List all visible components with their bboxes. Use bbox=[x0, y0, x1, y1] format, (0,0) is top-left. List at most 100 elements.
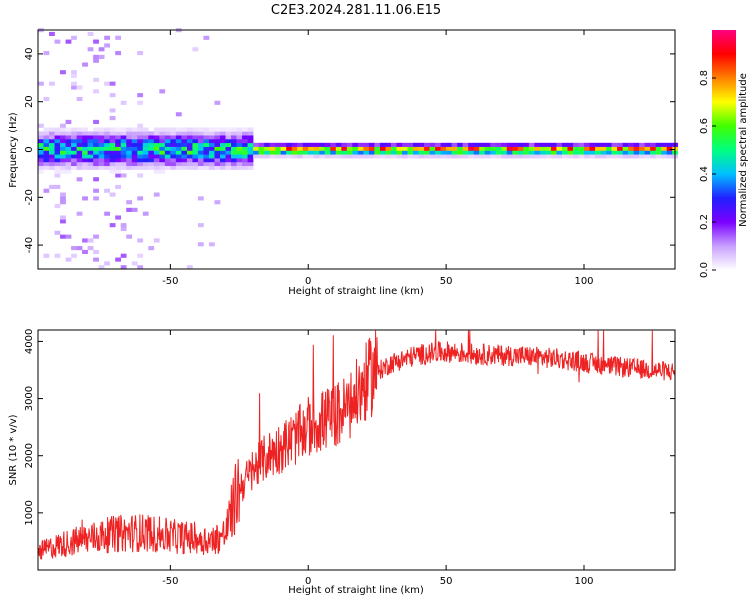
spectrogram-cell bbox=[633, 146, 640, 151]
spectrogram-cell bbox=[484, 146, 491, 151]
spectrogram-cell bbox=[468, 146, 474, 151]
spectrogram-cell bbox=[43, 142, 50, 147]
spectrogram-cell bbox=[71, 150, 77, 155]
spectrogram-cell bbox=[115, 150, 122, 155]
spectrogram-cell bbox=[148, 146, 155, 151]
spectrogram-cell bbox=[567, 142, 574, 147]
spectrogram-cell bbox=[98, 158, 105, 163]
spectrogram-cell bbox=[71, 138, 77, 144]
spectrogram-cell bbox=[164, 135, 171, 140]
spectrogram-cell bbox=[523, 150, 530, 155]
spectrogram-cell bbox=[186, 135, 193, 140]
spectrogram-cell bbox=[87, 161, 94, 167]
spectrogram-cell bbox=[38, 81, 44, 86]
spectrogram-cell bbox=[264, 146, 270, 151]
spectrogram-cell bbox=[633, 150, 640, 155]
spectrogram-cell bbox=[225, 138, 232, 144]
spectrogram-cell bbox=[164, 127, 171, 132]
spectrogram-cell bbox=[208, 154, 215, 159]
spectrogram-cell bbox=[82, 146, 88, 151]
spectrogram-cell bbox=[164, 158, 171, 163]
spectrogram-cell bbox=[313, 154, 320, 159]
spectrogram-cell bbox=[93, 150, 99, 155]
spectrogram-cell bbox=[54, 169, 61, 174]
spectrogram-cell bbox=[126, 135, 133, 140]
spectrogram-cell bbox=[501, 146, 508, 151]
spectrogram-cell bbox=[231, 154, 237, 159]
spectrogram-cell bbox=[352, 142, 359, 147]
spectrogram-cell bbox=[54, 158, 61, 163]
spectrogram-cell bbox=[512, 146, 519, 151]
spectrogram-cell bbox=[225, 127, 232, 132]
spectrogram-cell bbox=[214, 131, 221, 136]
spectrogram-cell bbox=[368, 150, 375, 155]
spectrogram-cell bbox=[181, 165, 188, 170]
spectrogram-cell bbox=[82, 135, 88, 140]
spectrogram-cell bbox=[120, 223, 127, 228]
spectrogram-cell bbox=[379, 154, 386, 159]
spectrogram-cell bbox=[104, 158, 110, 163]
spectrogram-cell bbox=[435, 154, 441, 159]
spectrogram-cell bbox=[38, 146, 44, 151]
spectrogram-cell bbox=[335, 150, 342, 155]
spectrogram-cell bbox=[71, 70, 77, 75]
spectrogram-cell bbox=[115, 154, 122, 159]
spectrogram-cell bbox=[164, 165, 171, 170]
spectrogram-cell bbox=[87, 154, 94, 159]
spectrogram-cell bbox=[208, 138, 215, 144]
spectrogram-cell bbox=[247, 150, 254, 155]
spectrogram-cell bbox=[98, 265, 105, 270]
spectrogram-cell bbox=[93, 119, 99, 124]
spectrogram-cell bbox=[341, 150, 348, 155]
spectrogram-cell bbox=[203, 154, 210, 159]
spectrogram-cell bbox=[181, 150, 188, 155]
spectrogram-cell bbox=[236, 142, 243, 147]
spectrogram-cell bbox=[76, 127, 83, 132]
spectrogram-cell bbox=[104, 188, 110, 193]
spectrogram-cell bbox=[225, 154, 232, 159]
spectrogram-cell bbox=[192, 154, 199, 159]
spectrogram-cell bbox=[60, 150, 66, 155]
spectrogram-cell bbox=[131, 135, 138, 140]
spectrogram-cell bbox=[120, 146, 127, 151]
spectrogram-cell bbox=[76, 96, 83, 102]
y-tick-label: -20 bbox=[24, 189, 35, 205]
spectrogram-cell bbox=[120, 100, 127, 105]
spectrogram-cell bbox=[181, 142, 188, 147]
spectrogram-cell bbox=[424, 142, 430, 147]
spectrogram-cell bbox=[214, 200, 221, 205]
spectrogram-cell bbox=[379, 146, 386, 151]
spectrogram-cell bbox=[93, 39, 99, 44]
spectrogram-cell bbox=[164, 138, 171, 144]
spectrogram-cell bbox=[120, 173, 127, 178]
spectrogram-cell bbox=[628, 150, 634, 155]
spectrogram-cell bbox=[484, 150, 491, 155]
spectrogram-cell bbox=[164, 131, 171, 136]
spectrogram-cell bbox=[65, 39, 72, 44]
spectrogram-cell bbox=[153, 158, 160, 163]
spectrogram-cell bbox=[407, 146, 414, 151]
spectrogram-cell bbox=[82, 249, 88, 255]
spectrogram-cell bbox=[175, 138, 182, 144]
spectrogram-cell bbox=[137, 100, 144, 105]
spectrogram-cell bbox=[49, 81, 55, 86]
spectrogram-cell bbox=[501, 142, 508, 147]
spectrogram-cell bbox=[43, 161, 50, 167]
spectrogram-cell bbox=[567, 154, 574, 159]
spectrogram-cell bbox=[71, 165, 77, 170]
spectrogram-cell bbox=[655, 142, 662, 147]
spectrogram-cell bbox=[595, 150, 601, 155]
spectrogram-cell bbox=[49, 138, 55, 144]
spectrogram-cell bbox=[93, 77, 99, 82]
spectrogram-cell bbox=[214, 146, 221, 151]
spectrogram-cell bbox=[622, 146, 629, 151]
spectrogram-cell bbox=[49, 150, 55, 155]
spectrogram-cell bbox=[611, 150, 618, 155]
spectrogram-cell bbox=[87, 131, 94, 136]
spectrogram-cell bbox=[341, 146, 348, 151]
spectrogram-cell bbox=[131, 146, 138, 151]
spectrogram-cell bbox=[153, 238, 160, 243]
spectrogram-cell bbox=[655, 150, 662, 155]
spectrogram-cell bbox=[490, 142, 497, 147]
spectrogram-x-axis-label: Height of straight line (km) bbox=[288, 286, 424, 297]
